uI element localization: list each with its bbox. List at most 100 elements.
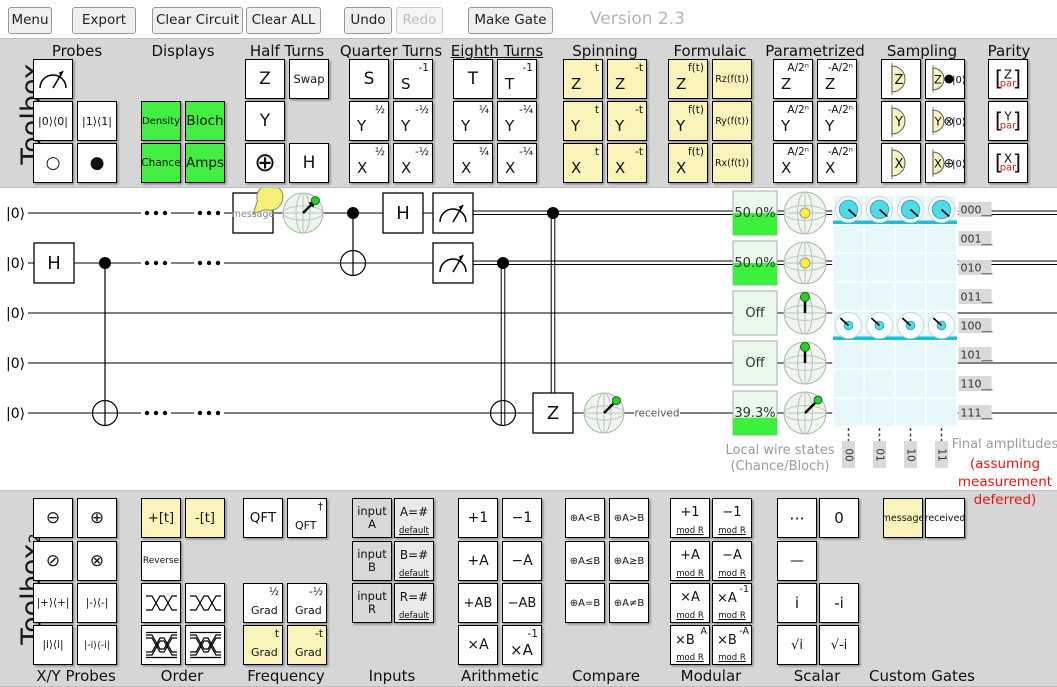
- sqrt-i-gate[interactable]: √i: [777, 625, 817, 665]
- postselect-x-plus[interactable]: |+⟩⟨+|: [33, 583, 73, 623]
- postselect-y-minus[interactable]: |-i⟩⟨-i|: [77, 625, 117, 665]
- cycle-sub-gate[interactable]: -[t]: [185, 498, 225, 538]
- reverse-gate[interactable]: Reverse: [141, 541, 181, 581]
- add-a-gate[interactable]: +A: [458, 541, 498, 581]
- cycle-add-gate[interactable]: +[t]: [141, 498, 181, 538]
- sqrt-neg-i-gate[interactable]: √-i: [819, 625, 859, 665]
- y-gate[interactable]: Y: [245, 101, 285, 141]
- postselect-off-gate[interactable]: |0⟩⟨0|: [33, 101, 73, 141]
- menu-button[interactable]: Menu: [8, 7, 52, 34]
- bloch-display[interactable]: [783, 241, 827, 285]
- chance-display[interactable]: 50.0%: [732, 190, 778, 236]
- control-dot[interactable]: [547, 207, 559, 219]
- bloch-display[interactable]: [583, 392, 625, 434]
- mod-sub-a-gate[interactable]: −A mod R: [712, 541, 752, 581]
- xy-probe-plus[interactable]: ⊕: [77, 498, 117, 538]
- redo-button[interactable]: Redo: [396, 7, 443, 34]
- set-b-gate[interactable]: B=# default: [394, 541, 434, 581]
- y-neg-half-gate[interactable]: Y -½: [393, 101, 433, 141]
- ry-formula-gate[interactable]: Ry(f(t)): [712, 101, 752, 141]
- grad-neg-half-gate[interactable]: Grad -½: [287, 583, 327, 623]
- mul-a-inverse-gate[interactable]: ×A -1: [502, 625, 542, 665]
- x-neg-spin-gate[interactable]: X -t: [607, 143, 647, 183]
- s-gate[interactable]: S: [349, 59, 389, 99]
- compare-gt-gate[interactable]: ⊕A>B: [609, 498, 649, 538]
- y-sample-gate[interactable]: Y: [881, 101, 921, 141]
- i-gate[interactable]: i: [777, 583, 817, 623]
- y-sample-reset-gate[interactable]: Y⊗|0⟩: [925, 101, 965, 141]
- mod-mul-a-inverse-gate[interactable]: ×A -1 mod R: [712, 583, 752, 623]
- t-inverse-gate[interactable]: T -1: [497, 59, 537, 99]
- x-param-gate[interactable]: X A/2ⁿ: [773, 143, 813, 183]
- add-ab-gate[interactable]: +AB: [458, 583, 498, 623]
- qft-gate[interactable]: QFT: [243, 498, 283, 538]
- increment-gate[interactable]: +1: [458, 498, 498, 538]
- bloch-display[interactable]: [783, 291, 827, 335]
- postselect-on-gate[interactable]: |1⟩⟨1|: [77, 101, 117, 141]
- compare-ge-gate[interactable]: ⊕A≥B: [609, 541, 649, 581]
- y-neg-spin-gate[interactable]: Y -t: [607, 101, 647, 141]
- control-gate[interactable]: ●: [77, 143, 117, 183]
- custom-received-gate[interactable]: received: [925, 498, 965, 538]
- z-param-gate[interactable]: Z A/2ⁿ: [773, 59, 813, 99]
- undo-button[interactable]: Undo: [344, 7, 392, 34]
- y-param-gate[interactable]: Y A/2ⁿ: [773, 101, 813, 141]
- sub-a-gate[interactable]: −A: [502, 541, 542, 581]
- bloch-display[interactable]: [282, 192, 324, 234]
- control-dot[interactable]: [497, 257, 509, 269]
- measurement-gate[interactable]: [432, 192, 474, 234]
- t-gate[interactable]: T: [453, 59, 493, 99]
- control-dot[interactable]: [347, 207, 359, 219]
- measure-gate[interactable]: [33, 59, 73, 99]
- make-gate-button[interactable]: Make Gate: [468, 7, 553, 34]
- z-sample-gate[interactable]: Z: [881, 59, 921, 99]
- mod-increment-gate[interactable]: +1 mod R: [670, 498, 710, 538]
- postselect-y-plus[interactable]: |i⟩⟨i|: [33, 625, 73, 665]
- compare-lt-gate[interactable]: ⊕A<B: [565, 498, 605, 538]
- h-gate[interactable]: H: [33, 242, 75, 284]
- message-gate[interactable]: message: [232, 188, 284, 234]
- control-dot[interactable]: [99, 257, 111, 269]
- amps-display-gate[interactable]: Amps: [185, 143, 225, 183]
- x-neg-half-gate[interactable]: X -½: [393, 143, 433, 183]
- qft-inverse-gate[interactable]: QFT †: [287, 498, 327, 538]
- h-gate[interactable]: H: [289, 143, 329, 183]
- mod-add-a-gate[interactable]: +A mod R: [670, 541, 710, 581]
- clear-all-button[interactable]: Clear ALL: [246, 7, 321, 34]
- mul-a-gate[interactable]: ×A: [458, 625, 498, 665]
- z-sample-reset-gate[interactable]: Z |0⟩: [925, 59, 965, 99]
- postselect-x-minus[interactable]: |-⟩⟨-|: [77, 583, 117, 623]
- input-b-gate[interactable]: input B: [352, 541, 392, 581]
- chance-display[interactable]: Off: [732, 340, 778, 386]
- bloch-display[interactable]: [783, 391, 827, 435]
- h-gate[interactable]: H: [382, 192, 424, 234]
- input-r-gate[interactable]: input R: [352, 583, 392, 623]
- swap-gate[interactable]: Swap: [289, 59, 329, 99]
- set-r-gate[interactable]: R=# default: [394, 583, 434, 623]
- compare-ne-gate[interactable]: ⊕A≠B: [609, 583, 649, 623]
- grad-half-gate[interactable]: Grad ½: [243, 583, 283, 623]
- clear-circuit-button[interactable]: Clear Circuit: [152, 7, 243, 34]
- mod-mul-a-gate[interactable]: ×A mod R: [670, 583, 710, 623]
- set-a-gate[interactable]: A=# default: [394, 498, 434, 538]
- sub-ab-gate[interactable]: −AB: [502, 583, 542, 623]
- xy-probe-minus[interactable]: ⊖: [33, 498, 73, 538]
- rotate-bits-gate[interactable]: [141, 625, 181, 665]
- compare-le-gate[interactable]: ⊕A≤B: [565, 541, 605, 581]
- x-sample-reset-gate[interactable]: X⊕|0⟩: [925, 143, 965, 183]
- x-sample-gate[interactable]: X: [881, 143, 921, 183]
- y-neg-param-gate[interactable]: Y -A/2ⁿ: [817, 101, 857, 141]
- unrotate-bits-gate[interactable]: [185, 625, 225, 665]
- deinterleave-gate[interactable]: [185, 583, 225, 623]
- y-neg-quarter-gate[interactable]: Y -¼: [497, 101, 537, 141]
- bloch-display-gate[interactable]: Bloch: [185, 101, 225, 141]
- xy-probe-slash[interactable]: ⊘: [33, 541, 73, 581]
- xy-probe-cross[interactable]: ⊗: [77, 541, 117, 581]
- input-a-gate[interactable]: input A: [352, 498, 392, 538]
- neg-i-gate[interactable]: -i: [819, 583, 859, 623]
- compare-eq-gate[interactable]: ⊕A=B: [565, 583, 605, 623]
